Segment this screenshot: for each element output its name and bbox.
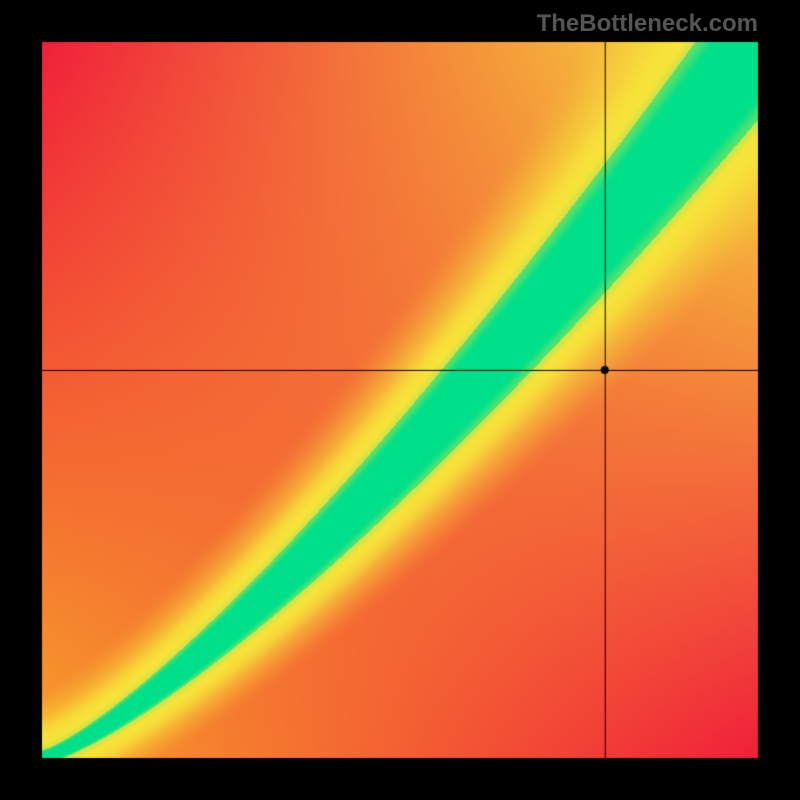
watermark-text: TheBottleneck.com <box>537 10 758 38</box>
chart-container: TheBottleneck.com <box>0 0 800 800</box>
bottleneck-heatmap <box>0 0 800 800</box>
